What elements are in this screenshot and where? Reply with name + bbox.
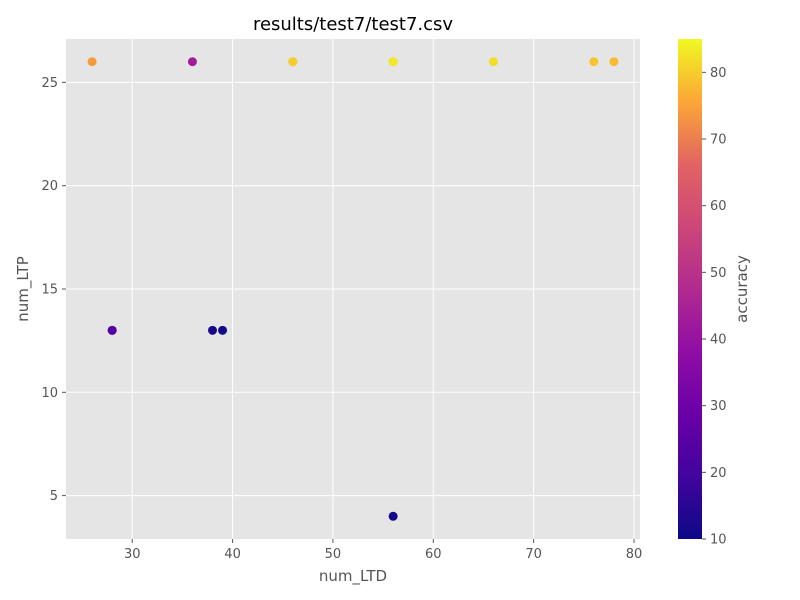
colorbar-tick-label: 30 (710, 399, 727, 414)
colorbar (678, 39, 702, 539)
colorbar-tick-label: 40 (710, 333, 727, 348)
scatter-point (388, 57, 398, 67)
y-axis-ticks: 5 10 15 20 25 (41, 76, 66, 504)
colorbar-ticks: 10 20 30 40 50 60 70 80 (702, 66, 727, 548)
scatter-point (87, 57, 97, 67)
scatter-point (107, 325, 117, 335)
scatter-point (589, 57, 599, 67)
scatter-point (218, 325, 228, 335)
scatter-point (187, 57, 197, 67)
scatter-point (609, 57, 619, 67)
colorbar-tick-label: 60 (710, 199, 727, 214)
y-tick-label: 5 (50, 489, 58, 504)
y-tick-label: 10 (41, 386, 58, 401)
colorbar-tick-label: 70 (710, 133, 727, 148)
y-tick-label: 25 (41, 76, 58, 91)
y-axis-label: num_LTP (14, 256, 33, 322)
chart-title: results/test7/test7.csv (253, 14, 453, 35)
scatter-point (488, 57, 498, 67)
colorbar-tick-label: 20 (710, 466, 727, 481)
x-tick-label: 40 (224, 547, 241, 562)
x-tick-label: 70 (525, 547, 542, 562)
scatter-point (388, 511, 398, 521)
scatter-point (288, 57, 298, 67)
x-tick-label: 50 (325, 547, 342, 562)
colorbar-tick-label: 50 (710, 266, 727, 281)
x-tick-label: 80 (626, 547, 643, 562)
grid-lines (66, 39, 640, 539)
data-points (87, 57, 619, 521)
colorbar-label: accuracy (733, 255, 751, 323)
x-tick-label: 30 (124, 547, 141, 562)
x-axis-ticks: 30 40 50 60 70 80 (124, 539, 642, 562)
y-tick-label: 20 (41, 179, 58, 194)
colorbar-tick-label: 10 (710, 533, 727, 548)
x-axis-label: num_LTD (319, 567, 387, 586)
y-tick-label: 15 (41, 283, 58, 298)
colorbar-tick-label: 80 (710, 66, 727, 81)
scatter-point (208, 325, 218, 335)
x-tick-label: 60 (425, 547, 442, 562)
